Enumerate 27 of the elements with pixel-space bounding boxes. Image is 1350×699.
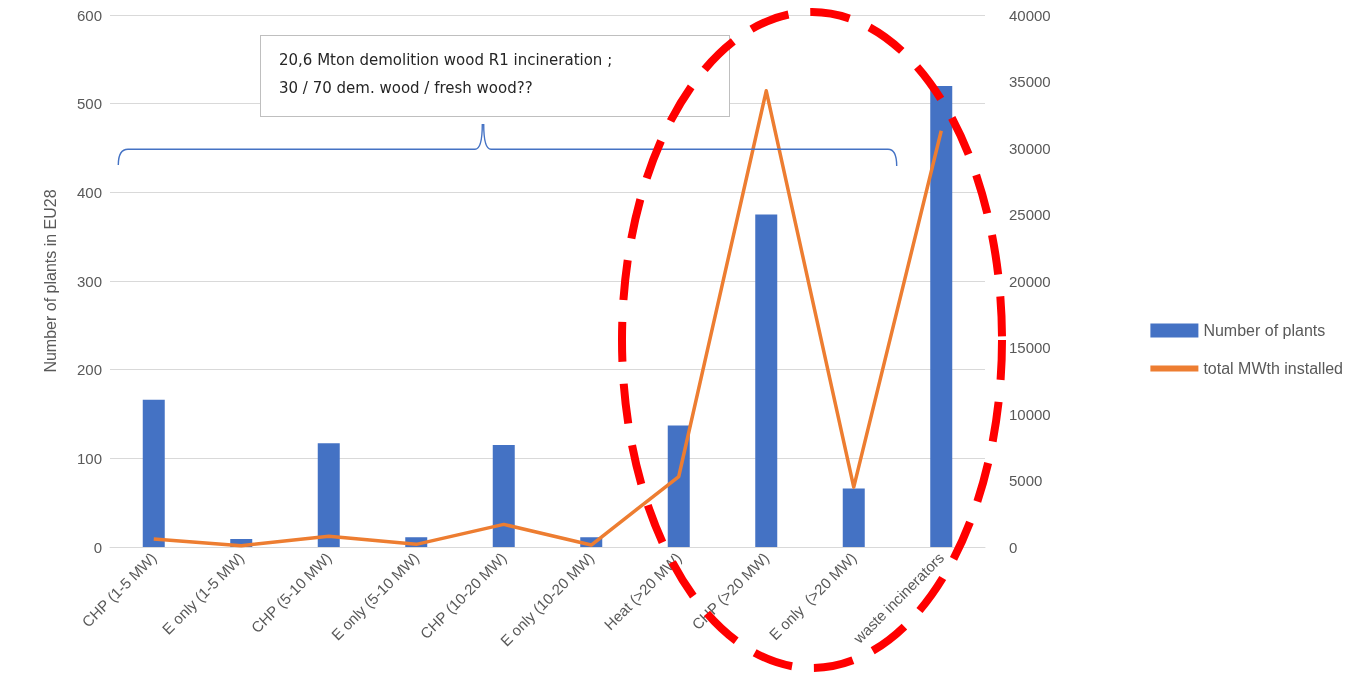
callout-box: 20,6 Mton demolition wood R1 incineration ; 30 / 70 dem. wood / fresh wood?? (260, 35, 730, 117)
y2-tick-label: 35000 (1009, 73, 1051, 90)
y2-tick-label: 40000 (1009, 6, 1051, 24)
bar (755, 214, 778, 547)
legend-label: Number of plants (1203, 322, 1326, 339)
y2-tick-label: 30000 (1009, 139, 1051, 157)
bar (317, 443, 340, 547)
y2-tick-label: 10000 (1009, 405, 1051, 423)
y-axis-title: Number of plants in EU28 (41, 189, 59, 373)
y-tick-label: 200 (76, 361, 102, 379)
legend-label: total MWth installed (1203, 360, 1343, 377)
y-tick-label: 100 (76, 449, 102, 467)
y2-tick-label: 0 (1009, 538, 1018, 556)
y-tick-label: 0 (93, 538, 102, 556)
bar (930, 85, 953, 547)
y2-tick-label: 25000 (1009, 206, 1051, 223)
bar (667, 425, 690, 547)
y2-tick-label: 20000 (1009, 272, 1051, 290)
y-tick-label: 600 (76, 6, 102, 24)
y2-tick-label: 5000 (1009, 472, 1043, 489)
bar (842, 488, 865, 547)
y2-tick-label: 15000 (1009, 339, 1051, 356)
y-tick-label: 300 (76, 272, 102, 290)
bar (492, 445, 515, 547)
y-tick-label: 400 (76, 183, 102, 201)
bar (142, 399, 165, 547)
y-tick-label: 500 (76, 95, 102, 113)
